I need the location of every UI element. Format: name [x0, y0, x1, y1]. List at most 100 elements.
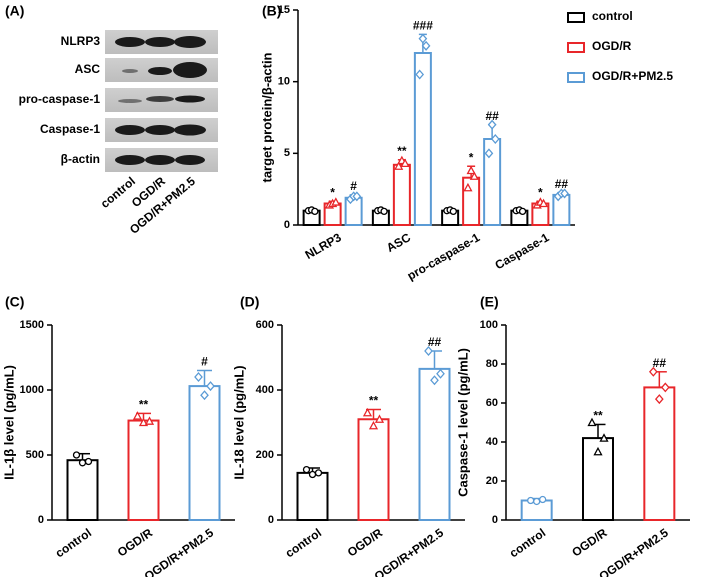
y-tick-label: 100 — [480, 319, 498, 331]
point — [449, 207, 457, 216]
x-tick-label: Caspase-1 — [492, 230, 551, 272]
protein-label: β-actin — [61, 152, 100, 166]
point — [362, 407, 373, 417]
point — [380, 207, 388, 216]
significance: ## — [555, 177, 569, 191]
band — [115, 155, 145, 165]
x-tick-label: OGD/R — [115, 525, 156, 559]
point — [424, 346, 433, 356]
bar — [66, 459, 99, 522]
significance: ** — [593, 409, 603, 423]
point — [560, 188, 569, 199]
legend-label: OGD/R — [592, 39, 632, 53]
band — [145, 125, 175, 135]
blot: (A) — [5, 3, 218, 172]
band — [122, 69, 138, 73]
y-axis-label: Caspase-1 level (pg/mL) — [455, 348, 470, 497]
lane-label: control — [98, 174, 138, 211]
point — [200, 390, 209, 401]
band — [175, 155, 205, 165]
point — [533, 497, 541, 506]
point — [654, 394, 664, 405]
protein-label: NLRP3 — [61, 34, 101, 48]
x-tick-label: OGD/R — [569, 525, 610, 559]
point — [418, 33, 428, 44]
point — [593, 446, 603, 456]
point — [518, 207, 527, 216]
bar — [344, 196, 363, 226]
legend-swatch — [567, 72, 585, 83]
significance: ## — [653, 356, 667, 370]
bar — [188, 385, 221, 521]
point — [72, 451, 81, 459]
point — [430, 375, 439, 386]
protein-label: ASC — [75, 62, 101, 76]
band — [148, 67, 172, 75]
point — [466, 165, 476, 175]
significance: ** — [369, 394, 379, 408]
point — [368, 420, 379, 430]
point — [415, 69, 425, 80]
panel-label: (D) — [240, 294, 259, 310]
y-tick-label: 15 — [278, 4, 290, 16]
point — [421, 40, 431, 51]
panel-label: (E) — [480, 294, 499, 310]
point — [527, 496, 535, 505]
x-tick-label: NLRP3 — [303, 230, 344, 262]
point — [490, 134, 500, 144]
y-tick-label: 0 — [284, 219, 290, 231]
bar — [643, 386, 676, 521]
band — [175, 95, 205, 103]
band — [145, 37, 175, 47]
point — [374, 414, 385, 423]
significance: ** — [397, 144, 407, 158]
point — [436, 368, 445, 379]
y-tick-label: 500 — [26, 449, 44, 461]
bar — [418, 367, 451, 521]
band — [173, 62, 207, 78]
point — [648, 366, 658, 377]
point — [400, 158, 410, 168]
point — [538, 198, 549, 208]
significance: ## — [428, 335, 442, 349]
point — [352, 191, 362, 202]
panel-label: (A) — [5, 3, 24, 19]
point — [311, 207, 319, 216]
band — [146, 96, 174, 102]
band — [174, 36, 206, 48]
bar — [392, 163, 411, 227]
x-tick-label: pro-caspase-1 — [405, 230, 483, 283]
point — [206, 381, 215, 392]
y-tick-label: 1000 — [20, 384, 44, 396]
point — [469, 171, 479, 180]
bar — [296, 471, 329, 521]
point — [78, 459, 87, 467]
point — [660, 382, 670, 393]
bar — [357, 418, 390, 521]
significance: * — [330, 186, 335, 200]
y-axis-label: IL-18 level (pg/mL) — [231, 365, 246, 479]
x-tick-label: control — [53, 526, 94, 561]
point — [302, 465, 311, 474]
x-tick-label: OGD/R+PM2.5 — [142, 525, 217, 577]
point — [194, 372, 203, 382]
x-tick-label: control — [507, 526, 548, 561]
point — [463, 182, 473, 192]
point — [539, 495, 547, 504]
significance: ** — [139, 398, 149, 412]
legend-swatch — [567, 12, 585, 23]
legend-label: OGD/R+PM2.5 — [592, 69, 673, 83]
significance: * — [469, 150, 474, 164]
y-tick-label: 0 — [268, 514, 274, 526]
point — [394, 161, 404, 170]
y-tick-label: 400 — [256, 384, 274, 396]
y-tick-label: 0 — [492, 514, 498, 526]
point — [308, 470, 317, 479]
legend-label: control — [592, 9, 633, 23]
point — [314, 469, 323, 477]
band — [174, 124, 206, 136]
y-tick-label: 600 — [256, 319, 274, 331]
significance: ## — [485, 109, 499, 123]
significance: # — [201, 355, 208, 369]
